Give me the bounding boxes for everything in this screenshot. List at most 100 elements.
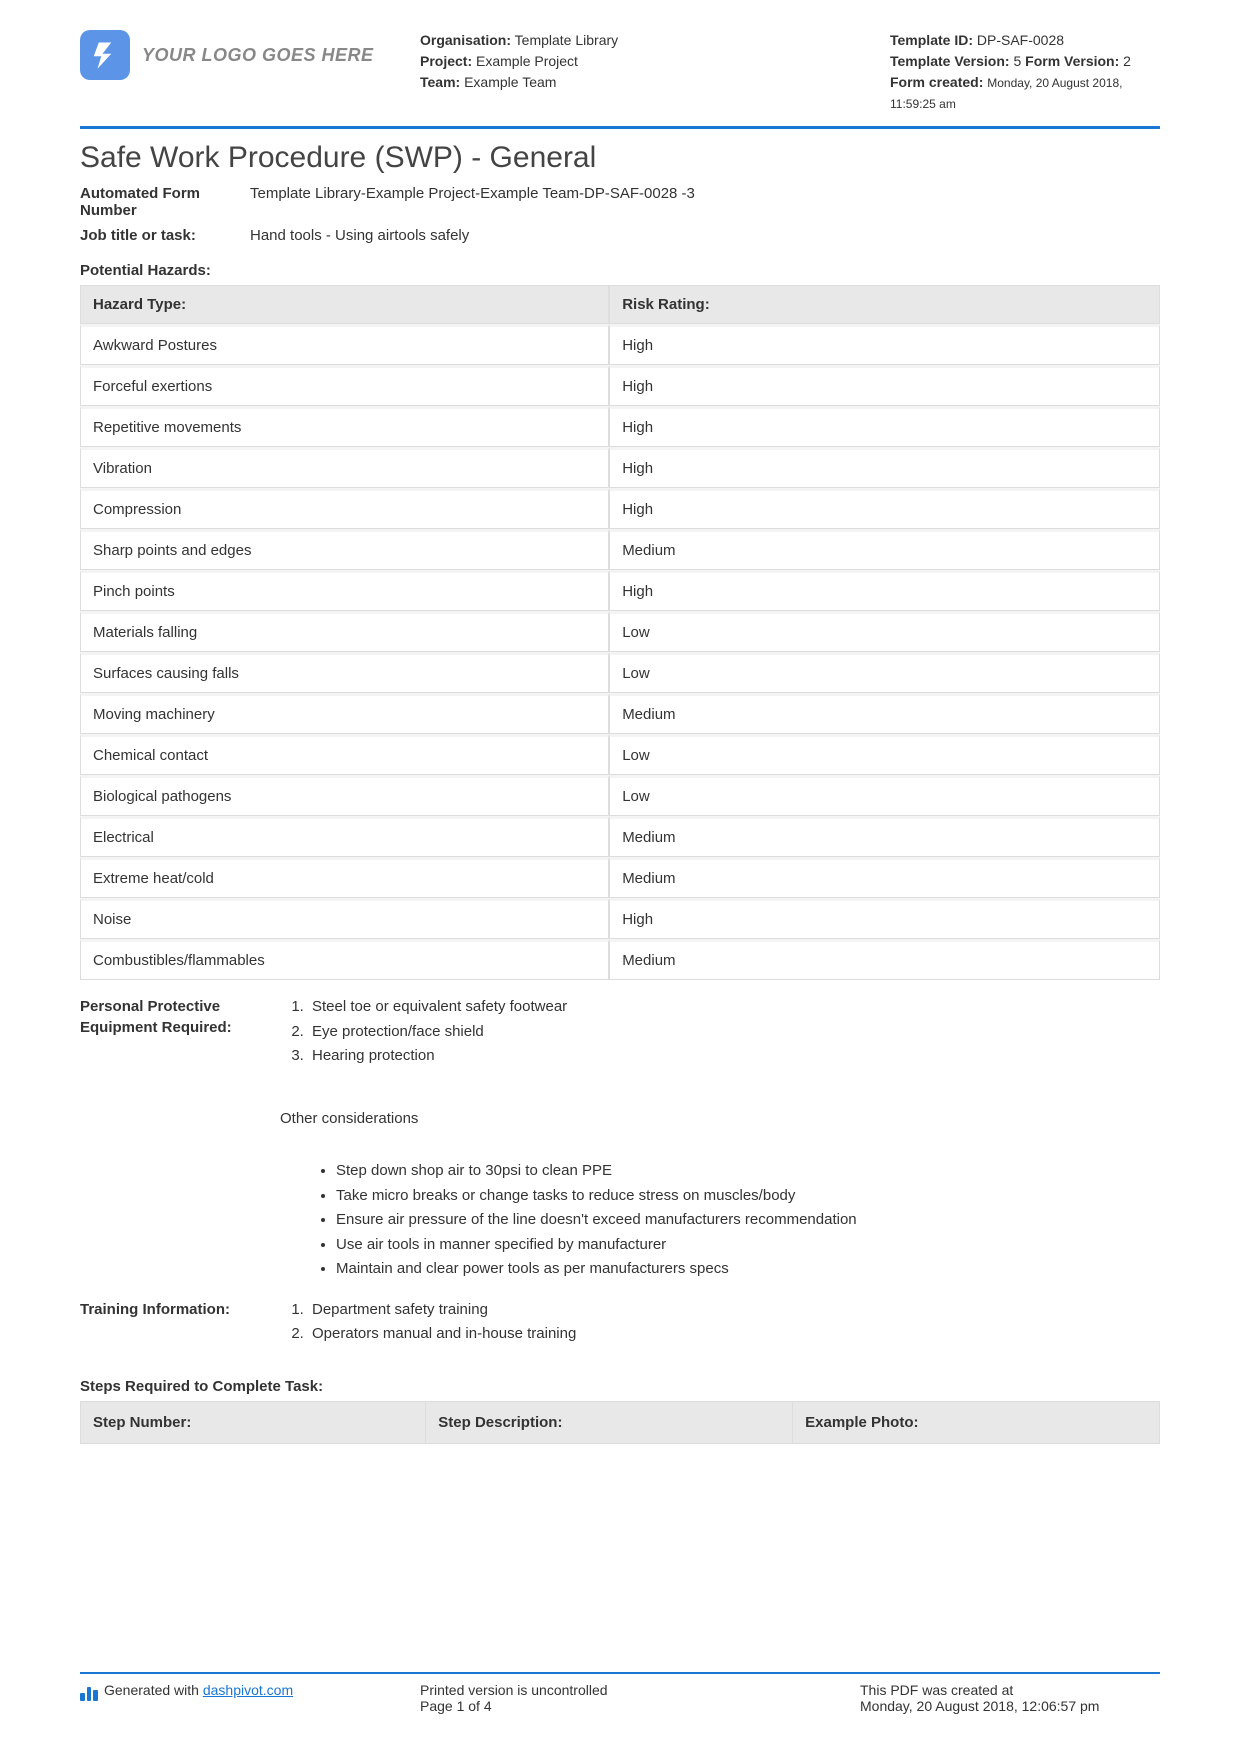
form-number-label: Automated Form Number — [80, 185, 250, 219]
hazard-rating-cell: Medium — [609, 529, 1160, 570]
dashpivot-link[interactable]: dashpivot.com — [203, 1682, 293, 1698]
hazard-type-cell: Surfaces causing falls — [80, 652, 609, 693]
template-id-value: DP-SAF-0028 — [977, 32, 1064, 48]
list-item: Hearing protection — [308, 1045, 1160, 1068]
table-row: Chemical contactLow — [80, 734, 1160, 775]
table-row: Forceful exertionsHigh — [80, 365, 1160, 406]
hazard-type-cell: Repetitive movements — [80, 406, 609, 447]
hazard-rating-cell: High — [609, 447, 1160, 488]
org-label: Organisation: — [420, 32, 511, 48]
header-meta-left: Organisation: Template Library Project: … — [410, 30, 880, 93]
form-number-value: Template Library-Example Project-Example… — [250, 185, 1160, 219]
hazards-title: Potential Hazards: — [80, 262, 1160, 279]
page-title: Safe Work Procedure (SWP) - General — [80, 141, 1160, 175]
team-label: Team: — [420, 74, 460, 90]
logo-block: YOUR LOGO GOES HERE — [80, 30, 410, 80]
form-created-label: Form created: — [890, 74, 983, 90]
hazard-rating-cell: Medium — [609, 939, 1160, 980]
hazard-type-cell: Biological pathogens — [80, 775, 609, 816]
page-header: YOUR LOGO GOES HERE Organisation: Templa… — [80, 30, 1160, 129]
template-id-label: Template ID: — [890, 32, 973, 48]
hazard-type-cell: Vibration — [80, 447, 609, 488]
form-number-row: Automated Form Number Template Library-E… — [80, 185, 1160, 219]
created-value: Monday, 20 August 2018, 12:06:57 pm — [860, 1698, 1160, 1714]
template-version-value: 5 — [1013, 53, 1021, 69]
steps-col-desc: Step Description: — [426, 1401, 793, 1443]
job-title-value: Hand tools - Using airtools safely — [250, 227, 1160, 244]
hazard-type-cell: Chemical contact — [80, 734, 609, 775]
ppe-list: Steel toe or equivalent safety footwearE… — [280, 996, 1160, 1068]
list-item: Steel toe or equivalent safety footwear — [308, 996, 1160, 1019]
table-row: Moving machineryMedium — [80, 693, 1160, 734]
form-version-value: 2 — [1123, 53, 1131, 69]
hazard-rating-cell: Low — [609, 611, 1160, 652]
job-title-row: Job title or task: Hand tools - Using ai… — [80, 227, 1160, 244]
hazard-rating-cell: High — [609, 365, 1160, 406]
list-item: Take micro breaks or change tasks to red… — [336, 1185, 1160, 1208]
form-version-label: Form Version: — [1025, 53, 1119, 69]
training-list: Department safety trainingOperators manu… — [280, 1299, 1160, 1346]
page-number: Page 1 of 4 — [420, 1698, 860, 1714]
table-row: Surfaces causing fallsLow — [80, 652, 1160, 693]
hazard-rating-cell: Medium — [609, 693, 1160, 734]
hazard-type-cell: Compression — [80, 488, 609, 529]
generated-prefix: Generated with — [104, 1682, 203, 1698]
hazard-type-cell: Moving machinery — [80, 693, 609, 734]
hazard-rating-cell: High — [609, 488, 1160, 529]
template-version-label: Template Version: — [890, 53, 1010, 69]
list-item: Operators manual and in-house training — [308, 1323, 1160, 1346]
table-row: Materials fallingLow — [80, 611, 1160, 652]
ppe-row: Personal Protective Equipment Required: … — [80, 996, 1160, 1283]
created-label: This PDF was created at — [860, 1682, 1160, 1698]
table-row: CompressionHigh — [80, 488, 1160, 529]
hazard-rating-cell: Medium — [609, 857, 1160, 898]
table-row: ElectricalMedium — [80, 816, 1160, 857]
hazard-type-cell: Materials falling — [80, 611, 609, 652]
hazard-type-cell: Combustibles/flammables — [80, 939, 609, 980]
training-label: Training Information: — [80, 1299, 280, 1348]
other-considerations-list: Step down shop air to 30psi to clean PPE… — [280, 1160, 1160, 1281]
hazard-type-cell: Awkward Postures — [80, 324, 609, 365]
table-row: Extreme heat/coldMedium — [80, 857, 1160, 898]
logo-text: YOUR LOGO GOES HERE — [142, 45, 374, 66]
hazard-type-cell: Sharp points and edges — [80, 529, 609, 570]
logo-icon — [80, 30, 130, 80]
hazard-rating-cell: Medium — [609, 816, 1160, 857]
table-row: VibrationHigh — [80, 447, 1160, 488]
job-title-label: Job title or task: — [80, 227, 250, 244]
page-footer: Generated with dashpivot.com Printed ver… — [80, 1672, 1160, 1714]
steps-col-num: Step Number: — [81, 1401, 426, 1443]
hazards-col-rating: Risk Rating: — [609, 285, 1160, 324]
hazard-rating-cell: High — [609, 406, 1160, 447]
list-item: Use air tools in manner specified by man… — [336, 1234, 1160, 1257]
bars-icon — [80, 1685, 98, 1701]
table-row: Combustibles/flammablesMedium — [80, 939, 1160, 980]
list-item: Eye protection/face shield — [308, 1021, 1160, 1044]
other-considerations-title: Other considerations — [280, 1108, 1160, 1131]
team-value: Example Team — [464, 74, 556, 90]
table-row: Pinch pointsHigh — [80, 570, 1160, 611]
hazard-rating-cell: High — [609, 898, 1160, 939]
table-row: Sharp points and edgesMedium — [80, 529, 1160, 570]
uncontrolled-text: Printed version is uncontrolled — [420, 1682, 860, 1698]
hazards-table: Hazard Type: Risk Rating: Awkward Postur… — [80, 285, 1160, 980]
list-item: Department safety training — [308, 1299, 1160, 1322]
hazard-rating-cell: Low — [609, 775, 1160, 816]
hazard-rating-cell: Low — [609, 734, 1160, 775]
hazard-rating-cell: High — [609, 570, 1160, 611]
hazard-type-cell: Pinch points — [80, 570, 609, 611]
project-value: Example Project — [476, 53, 578, 69]
table-row: NoiseHigh — [80, 898, 1160, 939]
hazards-col-type: Hazard Type: — [80, 285, 609, 324]
table-row: Repetitive movementsHigh — [80, 406, 1160, 447]
ppe-label: Personal Protective Equipment Required: — [80, 996, 280, 1283]
hazard-type-cell: Electrical — [80, 816, 609, 857]
hazard-type-cell: Forceful exertions — [80, 365, 609, 406]
hazard-type-cell: Noise — [80, 898, 609, 939]
list-item: Ensure air pressure of the line doesn't … — [336, 1209, 1160, 1232]
list-item: Maintain and clear power tools as per ma… — [336, 1258, 1160, 1281]
list-item: Step down shop air to 30psi to clean PPE — [336, 1160, 1160, 1183]
table-row: Awkward PosturesHigh — [80, 324, 1160, 365]
header-meta-right: Template ID: DP-SAF-0028 Template Versio… — [880, 30, 1160, 114]
hazard-rating-cell: Low — [609, 652, 1160, 693]
